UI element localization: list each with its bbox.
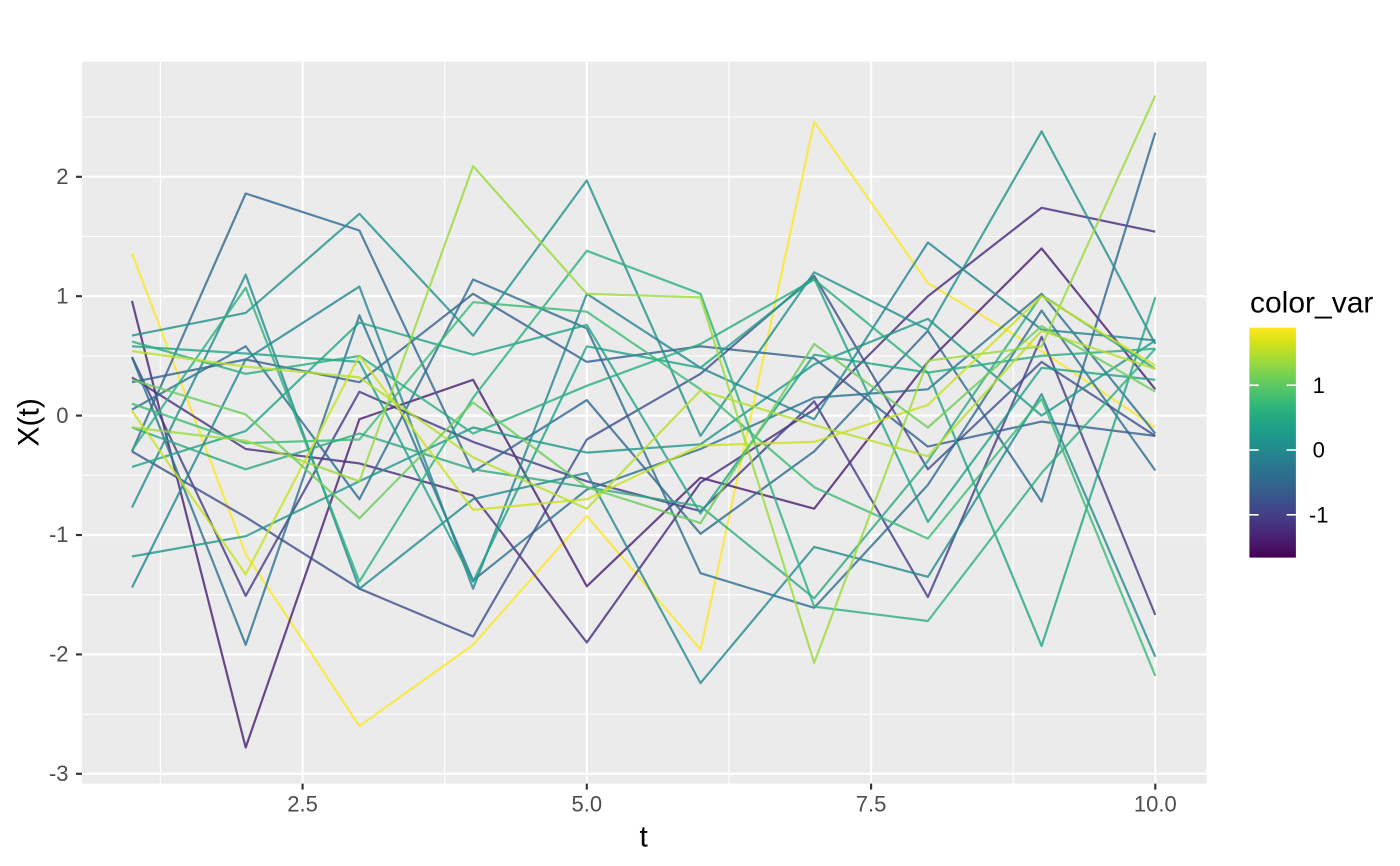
svg-text:2.5: 2.5 [287, 791, 318, 816]
svg-text:1: 1 [56, 283, 68, 308]
svg-text:7.5: 7.5 [856, 791, 887, 816]
svg-text:0: 0 [1313, 438, 1325, 463]
svg-text:5.0: 5.0 [572, 791, 603, 816]
svg-text:2: 2 [56, 164, 68, 189]
svg-text:1: 1 [1313, 373, 1325, 398]
svg-text:0: 0 [56, 403, 68, 428]
svg-text:10.0: 10.0 [1134, 791, 1177, 816]
svg-text:-2: -2 [49, 642, 69, 667]
svg-text:-3: -3 [49, 761, 69, 786]
svg-text:X(t): X(t) [13, 398, 46, 446]
svg-text:-1: -1 [49, 522, 69, 547]
svg-text:color_var: color_var [1250, 287, 1373, 320]
svg-text:-1: -1 [1309, 502, 1329, 527]
svg-text:t: t [640, 820, 649, 853]
